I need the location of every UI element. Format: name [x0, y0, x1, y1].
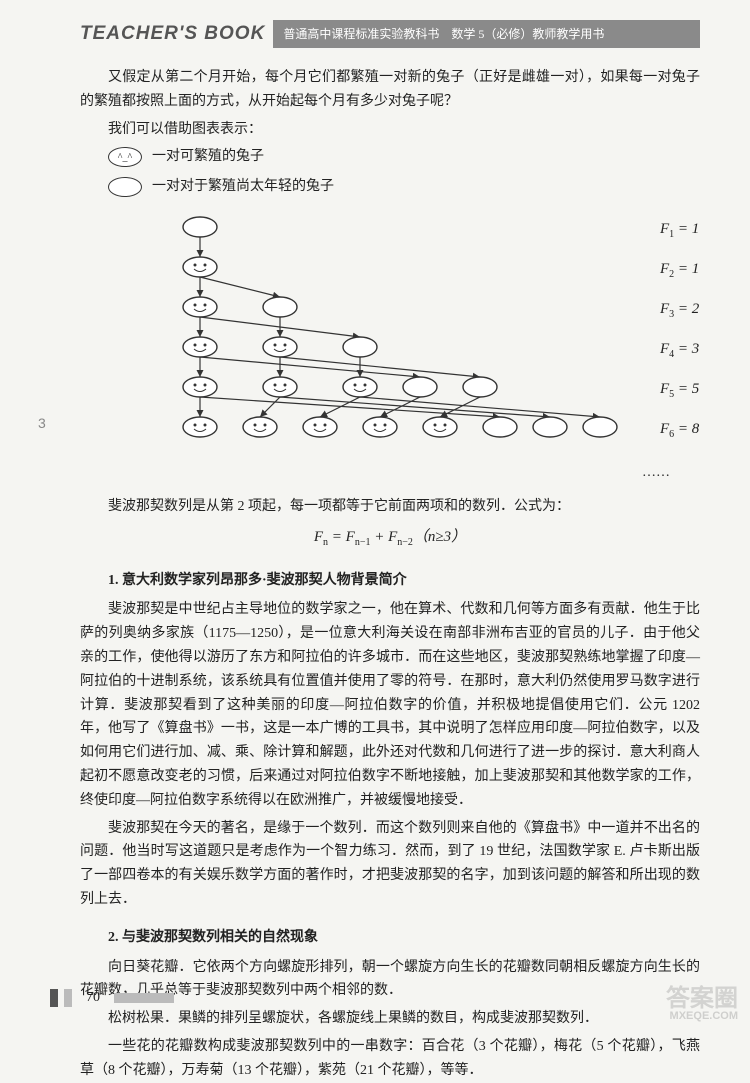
watermark-main: 答案圈 [666, 987, 738, 1011]
legend-face: ^_^ 一对可繁殖的兔子 [108, 145, 700, 169]
f-label: F6 = 8 [660, 417, 699, 443]
header-strip: 普通高中课程标准实验教科书 数学 5（必修）教师教学用书 [273, 20, 700, 48]
legend-plain: 一对对于繁殖尚太年轻的兔子 [108, 175, 700, 199]
section1-p1: 斐波那契是中世纪占主导地位的数学家之一，他在算术、代数和几何等方面多有贡献．他生… [80, 598, 700, 812]
rabbit-young-icon [108, 177, 142, 197]
fibonacci-diagram: F1 = 1 F2 = 1 F3 = 2 F4 = 3 F5 = 5 F6 = 8 [140, 209, 700, 449]
section1-heading: 1. 意大利数学家列昂那多·斐波那契人物背景简介 [80, 569, 700, 593]
footer: 70 [50, 986, 174, 1010]
f-label: F2 = 1 [660, 257, 699, 283]
section2-p3: 一些花的花瓣数构成斐波那契数列中的一串数字：百合花（3 个花瓣），梅花（5 个花… [80, 1035, 700, 1083]
watermark-sub: MXEQE.COM [670, 1011, 738, 1022]
diagram-svg [140, 209, 680, 449]
footer-decor-icon [114, 993, 174, 1003]
fib-intro: 斐波那契数列是从第 2 项起，每一项都等于它前面两项和的数列．公式为： [80, 495, 700, 519]
f-label: F4 = 3 [660, 337, 699, 363]
legend-face-label: 一对可繁殖的兔子 [152, 145, 264, 169]
teachers-book-label: TEACHER'S BOOK [80, 18, 265, 50]
formula: Fn = Fn−1 + Fn−2（n≥3） [80, 525, 700, 551]
section2-p2: 松树松果．果鳞的排列呈螺旋状，各螺旋线上果鳞的数目，构成斐波那契数列． [80, 1007, 700, 1031]
rabbit-breed-icon: ^_^ [108, 147, 142, 167]
f-label: F3 = 2 [660, 297, 699, 323]
margin-note: 3 [38, 412, 46, 436]
footer-block-icon [50, 989, 58, 1007]
watermark: 答案圈 MXEQE.COM [666, 987, 738, 1022]
header-bar: TEACHER'S BOOK 普通高中课程标准实验教科书 数学 5（必修）教师教… [80, 20, 700, 48]
f-label: F1 = 1 [660, 217, 699, 243]
section2-heading: 2. 与斐波那契数列相关的自然现象 [80, 926, 700, 950]
legend-plain-label: 一对对于繁殖尚太年轻的兔子 [152, 175, 334, 199]
page-number: 70 [86, 986, 100, 1010]
footer-block-icon [64, 989, 72, 1007]
section1-p2: 斐波那契在今天的著名，是缘于一个数列．而这个数列则来自他的《算盘书》中一道并不出… [80, 817, 700, 912]
intro-p2: 我们可以借助图表表示： [80, 118, 700, 142]
ellipsis: …… [80, 461, 670, 485]
f-label: F5 = 5 [660, 377, 699, 403]
intro-p1: 又假定从第二个月开始，每个月它们都繁殖一对新的兔子（正好是雌雄一对），如果每一对… [80, 66, 700, 114]
